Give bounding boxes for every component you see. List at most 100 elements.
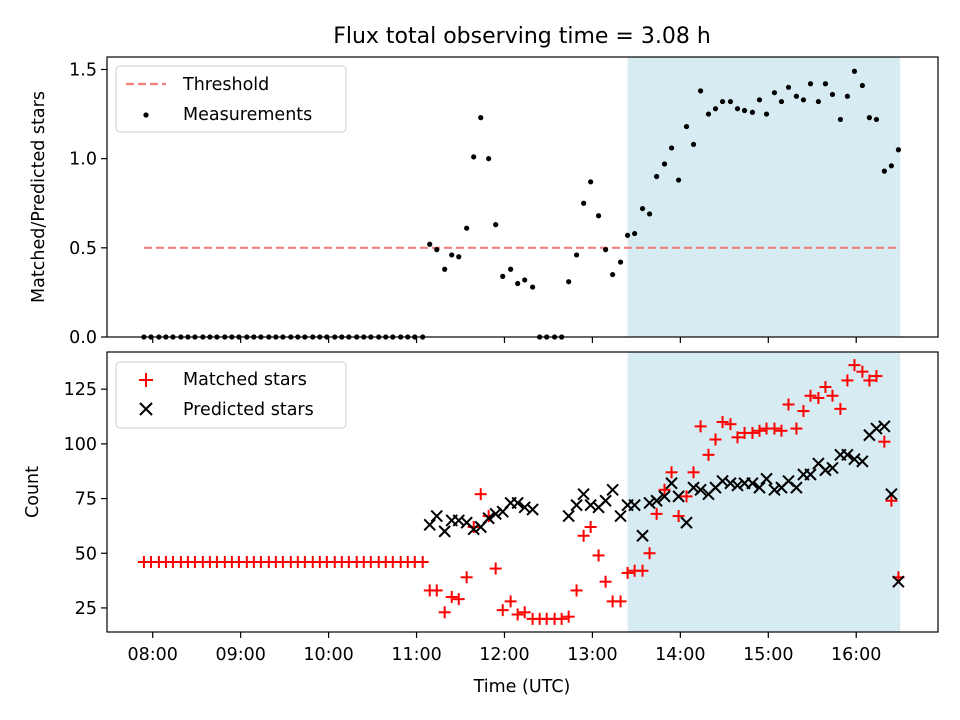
predicted-point xyxy=(452,514,465,527)
measurement-point xyxy=(478,115,484,121)
predicted-point xyxy=(489,507,502,521)
matched-point xyxy=(599,575,612,588)
matched-point xyxy=(841,374,854,387)
matched-point xyxy=(416,556,429,568)
measurements-series xyxy=(141,68,902,340)
y-tick-label: 1.0 xyxy=(69,150,97,170)
observing-window-span xyxy=(627,57,901,337)
predicted-point xyxy=(790,481,803,494)
matched-point xyxy=(694,420,707,433)
y-tick-label: 25 xyxy=(75,599,97,619)
predicted-point xyxy=(687,481,700,494)
predicted-point xyxy=(511,496,524,510)
predicted-point xyxy=(570,498,583,512)
count-axes: 25 50 75 100 125 08:00 09:00 10:00 11:00 12:00 13:… xyxy=(64,351,939,665)
predicted-point xyxy=(819,463,832,477)
predicted-point xyxy=(614,509,627,523)
x-tick-label: 15:00 xyxy=(743,645,793,665)
y-tick-label: 75 xyxy=(75,490,97,510)
predicted-point xyxy=(562,509,575,523)
measurement-point xyxy=(522,277,528,283)
matched-point xyxy=(885,494,898,507)
measurement-point xyxy=(654,173,660,180)
x-tick-label: 11:00 xyxy=(391,645,441,665)
matched-point xyxy=(504,595,517,608)
matched-point xyxy=(819,381,832,393)
measurement-point xyxy=(734,106,741,112)
matched-point xyxy=(768,422,781,435)
y-tick-label: 0.5 xyxy=(69,239,97,259)
measurement-point xyxy=(807,81,814,87)
matched-point xyxy=(753,424,766,437)
matched-point xyxy=(716,416,729,428)
bottom-xlabel: Time (UTC) xyxy=(473,677,571,697)
matched-point xyxy=(577,529,590,542)
predicted-stars-series xyxy=(423,420,905,588)
measurement-point xyxy=(661,161,668,167)
legend-predicted-swatch xyxy=(139,402,153,416)
matched-point xyxy=(452,593,465,606)
predicted-point xyxy=(826,461,839,475)
measurement-point xyxy=(617,259,624,265)
measurement-point xyxy=(895,147,902,153)
legend-measurements-label: Measurements xyxy=(183,105,312,125)
predicted-point xyxy=(892,575,905,588)
measurement-point xyxy=(595,213,602,219)
predicted-point xyxy=(650,494,663,507)
predicted-point xyxy=(768,483,781,497)
measurement-point xyxy=(727,98,734,105)
matched-point xyxy=(731,431,744,444)
measurement-point xyxy=(866,115,873,121)
legend-matched-swatch xyxy=(139,373,153,387)
matched-point xyxy=(863,374,876,387)
matched-point xyxy=(856,365,869,378)
matched-point xyxy=(702,448,715,461)
matched-point xyxy=(797,405,810,418)
measurement-point xyxy=(508,266,514,272)
measurement-point xyxy=(427,241,433,247)
measurement-point xyxy=(800,97,807,103)
measurement-point xyxy=(588,179,594,185)
predicted-point xyxy=(526,503,539,516)
matched-point xyxy=(790,422,803,435)
matched-point xyxy=(621,566,634,579)
predicted-point xyxy=(841,448,854,462)
measurement-point xyxy=(712,106,719,112)
matched-point xyxy=(445,591,458,603)
matched-point xyxy=(672,510,685,523)
predicted-point xyxy=(606,483,619,497)
predicted-point xyxy=(672,490,685,503)
measurement-point xyxy=(683,123,690,130)
measurement-point xyxy=(434,247,440,253)
measurement-point xyxy=(763,111,770,117)
predicted-point xyxy=(636,529,649,542)
measurement-point xyxy=(851,68,858,74)
matched-point xyxy=(489,562,502,575)
matched-point xyxy=(870,370,883,383)
matched-point xyxy=(474,488,487,501)
matched-point xyxy=(826,389,839,402)
predicted-point xyxy=(694,483,707,497)
measurement-point xyxy=(573,252,580,258)
x-tick-label: 16:00 xyxy=(831,645,881,665)
measurement-point xyxy=(815,98,822,105)
matched-point xyxy=(709,433,722,446)
measurement-point xyxy=(530,284,536,290)
measurement-point xyxy=(705,111,712,117)
predicted-point xyxy=(599,494,612,507)
measurement-point xyxy=(822,81,829,87)
predicted-point xyxy=(753,481,766,494)
matched-point xyxy=(592,549,605,562)
matched-point xyxy=(430,584,443,597)
ratio-axes: 0.0 0.5 1.0 1.5 xyxy=(69,56,939,348)
matched-point xyxy=(650,507,663,520)
legend-predicted-label: Predicted stars xyxy=(183,400,314,420)
legend-matched-label: Matched stars xyxy=(183,370,307,390)
measurement-point xyxy=(632,230,638,237)
matched-point xyxy=(680,490,693,503)
axes-frame xyxy=(106,351,939,633)
matched-point xyxy=(687,466,700,479)
y-tick-label: 125 xyxy=(64,380,97,400)
matched-point xyxy=(496,604,509,617)
